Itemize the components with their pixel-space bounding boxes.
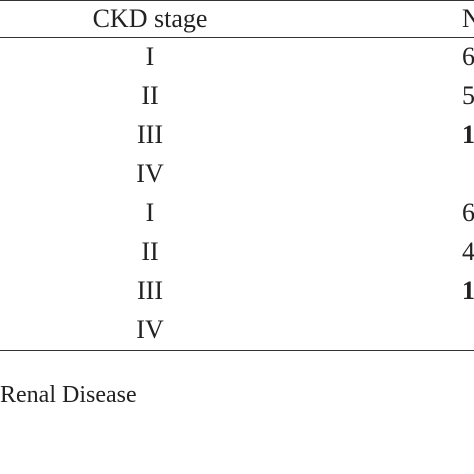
table-bottom-rule [0,350,474,351]
value-cell: 1 [462,276,474,305]
stage-cell: I [145,42,155,71]
value-cell: 4 [462,237,474,266]
value-cell: 6 [462,198,474,227]
value-cell: 5 [462,81,474,110]
stage-cell: I [145,198,155,227]
table-row: IV [0,310,474,349]
column-header-ckd-stage: CKD stage [92,4,208,33]
table-row: II 4 [0,232,474,271]
stage-cell: III [137,276,163,305]
stage-cell: IV [136,159,164,188]
table-footnote: Renal Disease [0,382,137,408]
table-row: II 5 [0,76,474,115]
stage-cell: II [141,237,159,266]
table-row: III 1 [0,115,474,154]
stage-cell: IV [136,315,164,344]
value-cell: 1 [462,120,474,149]
stage-cell: III [137,120,163,149]
table-row: I 6 [0,37,474,76]
column-header-clipped: N [462,4,474,33]
table-row: III 1 [0,271,474,310]
value-cell: 6 [462,42,474,71]
table-row: IV [0,154,474,193]
table-header-rule [0,37,474,38]
table-row: I 6 [0,193,474,232]
table-top-rule [0,0,474,1]
stage-cell: II [141,81,159,110]
